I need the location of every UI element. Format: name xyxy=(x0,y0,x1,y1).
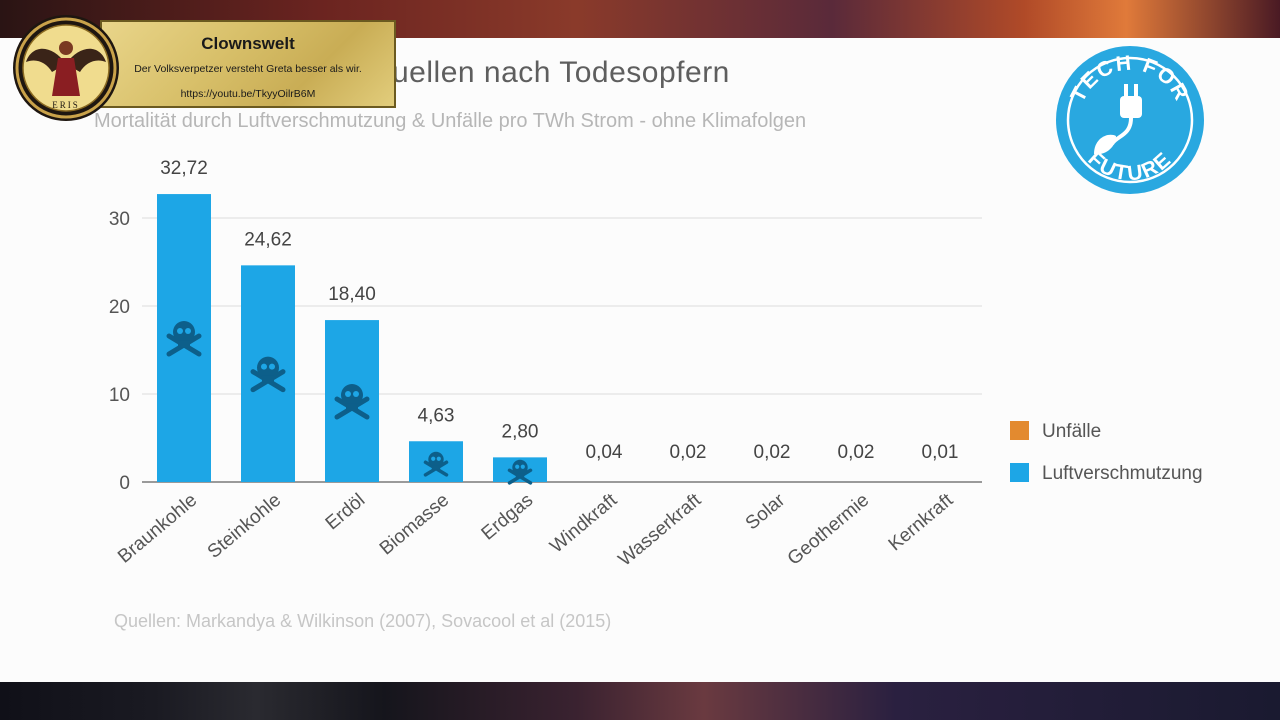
skull-crossbones-icon xyxy=(423,451,449,477)
tech-for-future-logo: TECH FOR FUTURE xyxy=(1056,46,1204,194)
category-label: Geothermie xyxy=(784,490,874,570)
banner-tagline: Der Volksverpetzer versteht Greta besser… xyxy=(134,63,362,75)
data-label: 0,02 xyxy=(670,442,707,463)
overlay-banner: Clownswelt Der Volksverpetzer versteht G… xyxy=(100,20,396,108)
banner-title: Clownswelt xyxy=(201,34,295,53)
y-tick-label: 10 xyxy=(109,385,130,406)
seal-text: ERIS xyxy=(52,100,80,110)
category-label: Biomasse xyxy=(376,490,453,560)
data-label: 18,40 xyxy=(328,284,376,305)
banner-link[interactable]: https://youtu.be/TkyyOilrB6M xyxy=(180,88,316,100)
data-label: 4,63 xyxy=(418,405,455,426)
plug-leaf-icon xyxy=(1094,84,1142,155)
legend-swatch xyxy=(1010,463,1029,482)
category-label: Erdgas xyxy=(478,490,538,545)
legend-label: Unfälle xyxy=(1042,421,1101,442)
category-label: Erdöl xyxy=(322,490,369,535)
y-tick-label: 30 xyxy=(109,209,130,230)
data-label: 2,80 xyxy=(502,421,539,442)
category-label: Kernkraft xyxy=(885,489,958,555)
video-bottom-strip xyxy=(0,682,1280,720)
source-note: Quellen: Markandya & Wilkinson (2007), S… xyxy=(114,611,612,631)
skull-crossbones-icon xyxy=(507,459,533,485)
category-label: Solar xyxy=(742,489,790,534)
category-label: Braunkohle xyxy=(114,490,201,568)
chart-title: uellen nach Todesopfern xyxy=(392,56,730,89)
legend-swatch xyxy=(1010,421,1029,440)
y-tick-label: 0 xyxy=(119,473,130,494)
data-label: 0,04 xyxy=(586,442,623,463)
skull-crossbones-icon xyxy=(250,356,286,393)
eris-seal-logo: ERIS xyxy=(13,15,119,121)
category-label: Windkraft xyxy=(546,489,622,557)
data-label: 0,02 xyxy=(754,442,791,463)
skull-crossbones-icon xyxy=(334,384,370,420)
data-label: 0,02 xyxy=(838,442,875,463)
data-label: 24,62 xyxy=(244,229,292,250)
category-label: Steinkohle xyxy=(204,490,285,563)
chart-subtitle: Mortalität durch Luftverschmutzung & Unf… xyxy=(94,110,807,132)
skull-crossbones-icon xyxy=(166,321,202,357)
y-tick-label: 20 xyxy=(109,297,130,318)
legend-label: Luftverschmutzung xyxy=(1042,463,1203,484)
data-label: 32,72 xyxy=(160,158,208,179)
category-label: Wasserkraft xyxy=(615,489,706,570)
data-label: 0,01 xyxy=(922,442,959,463)
